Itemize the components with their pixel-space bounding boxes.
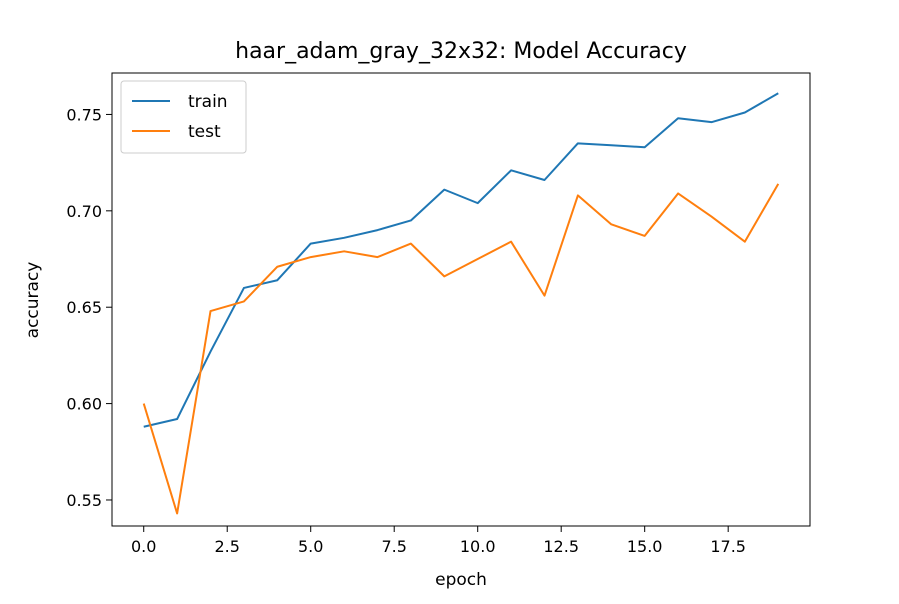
chart-title: haar_adam_gray_32x32: Model Accuracy — [235, 39, 687, 64]
x-tick-label: 7.5 — [381, 537, 406, 556]
legend-box — [120, 80, 247, 154]
plot-area: 0.0 2.5 5.0 7.5 10.0 12.5 15.0 17.5 0.55 0.60 0.6… — [66, 72, 811, 556]
y-axis-label: accuracy — [23, 262, 43, 339]
x-tick-label: 17.5 — [710, 537, 746, 556]
legend-test-label: test — [188, 122, 221, 142]
x-tick-label: 2.5 — [214, 537, 239, 556]
series-line-train — [143, 92, 779, 428]
y-tick-label: 0.70 — [66, 202, 102, 221]
series-line-test — [142, 183, 780, 515]
y-tick-label: 0.60 — [66, 395, 102, 414]
legend-train-label: train — [188, 92, 228, 112]
legend: train test — [120, 80, 247, 154]
plot-frame — [111, 72, 811, 527]
x-tick-label: 15.0 — [627, 537, 663, 556]
x-tick-label: 5.0 — [298, 537, 323, 556]
x-tick-label: 0.0 — [131, 537, 156, 556]
series-layer — [142, 92, 780, 515]
x-axis-label: epoch — [435, 570, 487, 590]
x-tick-label: 10.0 — [460, 537, 496, 556]
y-tick-label: 0.55 — [66, 491, 102, 510]
x-axis-ticks: 0.0 2.5 5.0 7.5 10.0 12.5 15.0 17.5 — [131, 526, 746, 556]
y-tick-label: 0.65 — [66, 298, 102, 317]
y-tick-label: 0.75 — [66, 105, 102, 124]
y-axis-ticks: 0.55 0.60 0.65 0.70 0.75 — [66, 105, 112, 510]
x-tick-label: 12.5 — [543, 537, 579, 556]
